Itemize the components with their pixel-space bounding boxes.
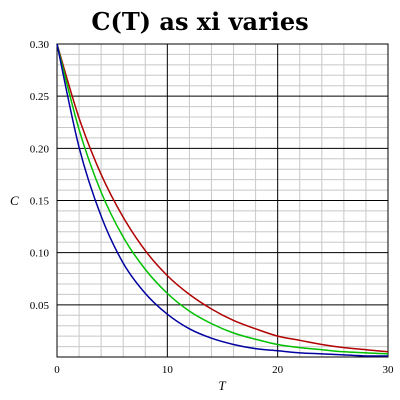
series-layer	[56, 43, 389, 357]
y-tick-label: 0.15	[30, 196, 50, 208]
x-tick-label: 30	[383, 364, 395, 376]
series-line-3	[56, 43, 389, 357]
x-axis-label: T	[218, 378, 226, 393]
y-tick-label: 0.10	[30, 248, 50, 260]
chart-title: C(T) as xi varies	[91, 7, 308, 36]
y-tick-label: 0.25	[30, 91, 50, 103]
plot-frame	[56, 43, 389, 358]
series-line-1	[56, 43, 389, 353]
y-tick-label: 0.20	[30, 143, 50, 155]
major-grid	[57, 43, 389, 357]
x-axis-ticks: 0 10 20 30	[54, 364, 394, 376]
y-tick-label: 0.30	[30, 39, 50, 51]
series-line-2	[56, 43, 389, 355]
y-axis-label: C	[10, 193, 19, 208]
x-tick-label: 10	[162, 364, 174, 376]
x-tick-label: 0	[54, 364, 60, 376]
y-axis-ticks: 0.05 0.10 0.15 0.20 0.25 0.30	[30, 39, 50, 312]
x-tick-label: 20	[272, 364, 284, 376]
y-tick-label: 0.05	[30, 300, 50, 312]
